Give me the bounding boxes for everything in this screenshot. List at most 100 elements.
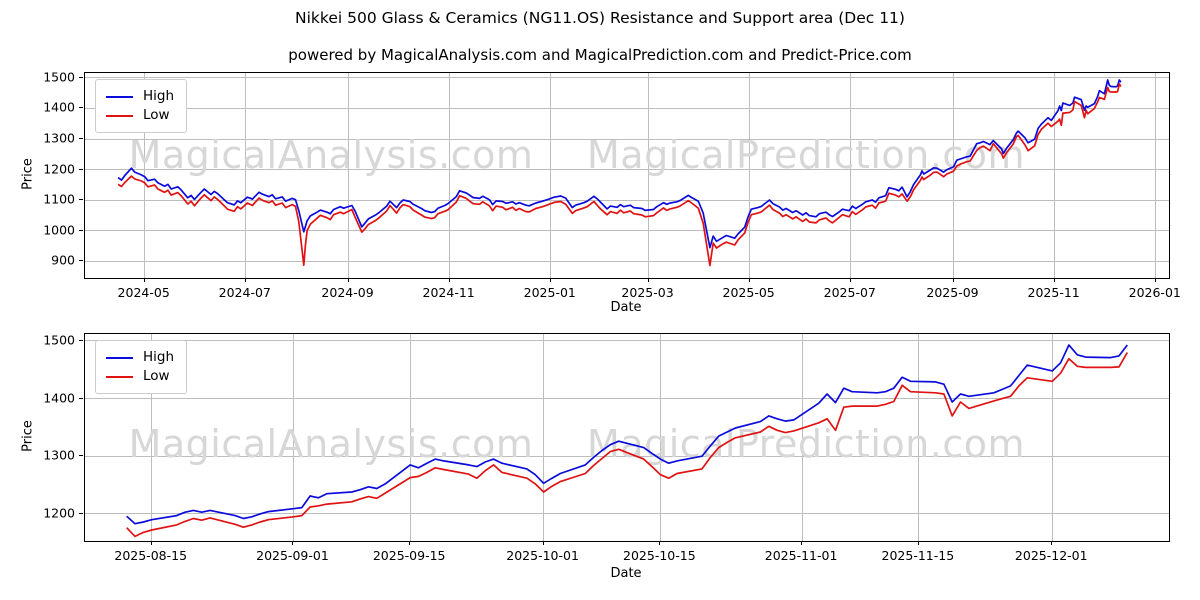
x-tick-label: 2025-05 (722, 285, 775, 300)
legend-line-high (106, 356, 133, 359)
y-tick-label: 1100 (43, 191, 75, 207)
legend-line-low (106, 114, 133, 117)
y-tick-label: 1200 (43, 505, 75, 521)
x-tick-mark (292, 541, 294, 545)
x-tick-label: 2025-07 (823, 285, 876, 300)
bottom-chart-series (126, 344, 1129, 538)
x-tick-mark (448, 278, 450, 282)
y-tick-label: 1200 (43, 161, 75, 177)
x-tick-mark (542, 541, 544, 545)
x-tick-mark (244, 278, 246, 282)
x-gridline (1051, 334, 1053, 541)
x-tick-label: 2025-09 (926, 285, 979, 300)
y-tick-mark (79, 199, 83, 201)
watermark-magicalprediction: MagicalPrediction.com (587, 133, 1025, 177)
x-tick-label: 2025-01 (523, 285, 576, 300)
x-tick-mark (1154, 278, 1156, 282)
y-gridline (85, 455, 1169, 457)
top-chart-plot-area: MagicalAnalysis.com MagicalPrediction.co… (84, 72, 1170, 279)
x-gridline (648, 73, 650, 278)
high-line (126, 344, 1128, 525)
y-gridline (85, 513, 1169, 515)
y-tick-mark (79, 455, 83, 457)
legend-item-high: High (106, 87, 174, 106)
x-gridline (144, 73, 146, 278)
x-gridline (850, 73, 852, 278)
x-tick-mark (917, 541, 919, 545)
y-gridline (85, 77, 1169, 79)
x-tick-mark (647, 278, 649, 282)
y-tick-mark (79, 76, 83, 78)
x-tick-label: 2024-07 (218, 285, 271, 300)
x-tick-label: 2025-08-15 (114, 548, 188, 563)
legend-label-low: Low (143, 107, 170, 123)
legend-label-high: High (143, 88, 175, 104)
x-gridline (550, 73, 552, 278)
x-tick-label: 2025-11-01 (764, 548, 838, 563)
legend-label-low: Low (143, 368, 170, 384)
y-gridline (85, 260, 1169, 262)
top-chart-series (117, 79, 1122, 267)
x-tick-mark (659, 541, 661, 545)
x-tick-label: 2026-01 (1128, 285, 1181, 300)
low-line (117, 83, 1122, 267)
x-tick-label: 2024-09 (321, 285, 374, 300)
x-gridline (151, 334, 153, 541)
low-line (126, 352, 1129, 538)
y-tick-label: 1300 (43, 447, 75, 463)
x-gridline (1155, 73, 1157, 278)
x-tick-mark (748, 278, 750, 282)
y-tick-mark (79, 107, 83, 109)
y-axis-label-bottom: Price (20, 420, 36, 452)
x-tick-mark (1053, 278, 1055, 282)
x-gridline (348, 73, 350, 278)
bottom-chart-plot-area: MagicalAnalysis.com MagicalPrediction.co… (84, 333, 1170, 542)
y-gridline (85, 199, 1169, 201)
y-tick-mark (79, 260, 83, 262)
y-gridline (85, 340, 1169, 342)
x-axis-label-top: Date (610, 300, 642, 315)
x-gridline (1054, 73, 1056, 278)
x-gridline (659, 334, 661, 541)
x-gridline (245, 73, 247, 278)
x-tick-mark (347, 278, 349, 282)
y-tick-mark (79, 229, 83, 231)
x-tick-mark (952, 278, 954, 282)
y-tick-label: 1500 (43, 332, 75, 348)
y-gridline (85, 107, 1169, 109)
y-tick-label: 1400 (43, 99, 75, 115)
watermark-magicalanalysis: MagicalAnalysis.com (128, 422, 534, 466)
legend-line-low (106, 375, 133, 378)
x-gridline (543, 334, 545, 541)
y-tick-label: 1400 (43, 390, 75, 406)
legend-label-high: High (143, 349, 175, 365)
x-gridline (409, 334, 411, 541)
y-gridline (85, 398, 1169, 400)
x-tick-mark (1051, 541, 1053, 545)
x-gridline (953, 73, 955, 278)
high-line (117, 79, 1122, 249)
figure-title: Nikkei 500 Glass & Ceramics (NG11.OS) Re… (295, 9, 905, 27)
y-tick-mark (79, 397, 83, 399)
x-tick-label: 2025-09-01 (256, 548, 329, 563)
figure-subtitle: powered by MagicalAnalysis.com and Magic… (288, 46, 912, 64)
y-gridline (85, 230, 1169, 232)
x-tick-label: 2025-09-15 (372, 548, 446, 563)
x-gridline (918, 334, 920, 541)
x-tick-mark (549, 278, 551, 282)
legend-line-high (106, 95, 133, 98)
x-gridline (801, 334, 803, 541)
x-tick-label: 2025-11-15 (881, 548, 955, 563)
y-tick-mark (79, 512, 83, 514)
x-axis-label-bottom: Date (610, 566, 642, 581)
x-tick-mark (143, 278, 145, 282)
x-tick-label: 2025-10-01 (506, 548, 579, 563)
x-tick-mark (150, 541, 152, 545)
y-tick-label: 1000 (43, 222, 75, 238)
x-tick-label: 2024-11 (422, 285, 475, 300)
legend-item-low: Low (106, 106, 174, 125)
y-tick-label: 1300 (43, 130, 75, 146)
x-tick-mark (849, 278, 851, 282)
x-gridline (449, 73, 451, 278)
